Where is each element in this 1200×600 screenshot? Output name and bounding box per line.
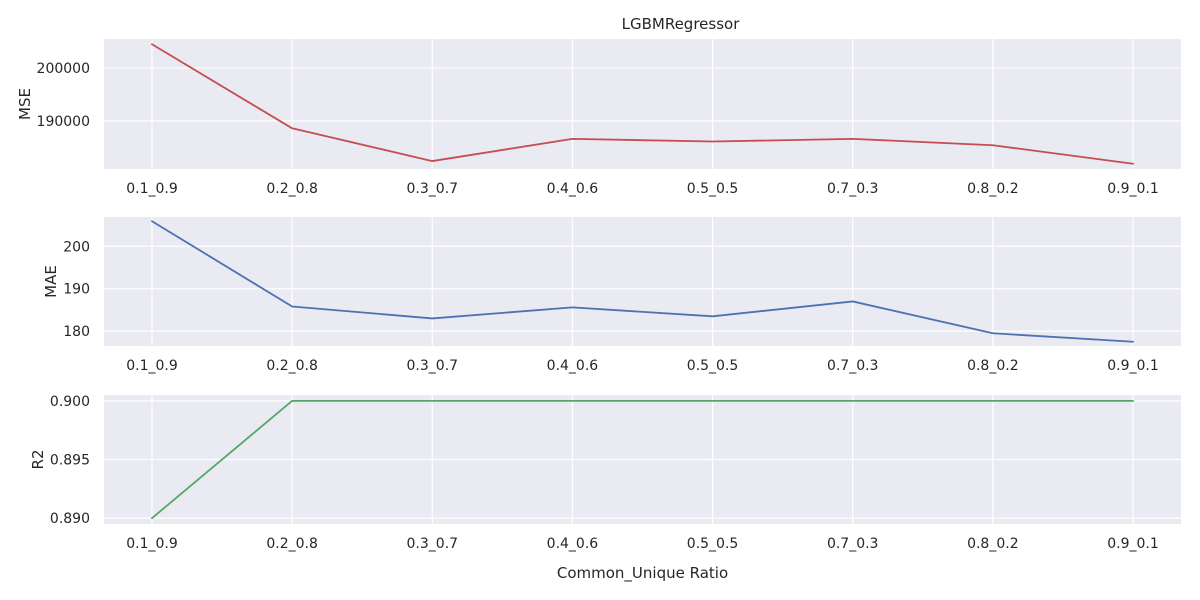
data-point	[711, 315, 714, 318]
x-tick-label: 0.3_0.7	[407, 536, 459, 552]
y-tick-label: 200000	[37, 61, 90, 77]
data-point	[431, 400, 434, 402]
y-axis-label: MSE	[16, 88, 34, 120]
data-point	[431, 317, 434, 320]
chart-title: LGBMRegressor	[622, 15, 741, 33]
y-tick-label: 180	[63, 324, 90, 340]
x-tick-label: 0.9_0.1	[1107, 536, 1159, 552]
x-tick-label: 0.1_0.9	[126, 181, 178, 197]
x-tick-label: 0.7_0.3	[827, 536, 879, 552]
x-tick-label: 0.4_0.6	[547, 181, 599, 197]
data-point	[151, 43, 153, 46]
x-tick-label: 0.9_0.1	[1107, 358, 1159, 374]
data-point	[571, 400, 574, 402]
data-point	[1132, 400, 1134, 402]
x-tick-label: 0.1_0.9	[126, 536, 178, 552]
x-tick-label: 0.7_0.3	[827, 181, 879, 197]
y-tick-label: 0.900	[50, 394, 90, 410]
x-tick-label: 0.2_0.8	[266, 536, 318, 552]
data-point	[151, 220, 153, 223]
x-axis-label: Common_Unique Ratio	[557, 564, 728, 583]
x-tick-label: 0.7_0.3	[827, 358, 879, 374]
y-axis-label: MAE	[42, 265, 60, 298]
x-tick-label: 0.8_0.2	[967, 358, 1019, 374]
x-tick-label: 0.8_0.2	[967, 536, 1019, 552]
subplot-2: 0.1_0.9 0.2_0.8 0.3_0.7 0.4_0.6 0.5_0.5 0.7_0…	[42, 217, 1181, 374]
plot-area	[104, 217, 1181, 346]
data-point	[992, 332, 994, 335]
x-tick-label: 0.5_0.5	[687, 358, 739, 374]
series-line	[151, 220, 1134, 343]
x-tick-label: 0.2_0.8	[266, 181, 318, 197]
series-line	[151, 399, 1134, 520]
data-point	[1132, 162, 1134, 165]
x-tick-label: 0.3_0.7	[407, 358, 459, 374]
x-tick-label: 0.9_0.1	[1107, 181, 1159, 197]
x-tick-label: 0.2_0.8	[266, 358, 318, 374]
y-tick-label: 0.890	[50, 511, 90, 527]
data-point	[431, 160, 434, 162]
y-tick-label: 190	[63, 282, 90, 298]
x-tick-label: 0.3_0.7	[407, 181, 459, 197]
data-point	[1132, 340, 1134, 343]
subplot-3: 0.1_0.9 0.2_0.8 0.3_0.7 0.4_0.6 0.5_0.5 0.7_0…	[29, 394, 1181, 583]
data-point	[571, 306, 574, 309]
x-tick-label: 0.1_0.9	[126, 358, 178, 374]
x-tick-label: 0.5_0.5	[687, 536, 739, 552]
series-line	[151, 43, 1134, 165]
y-tick-label: 0.895	[50, 453, 90, 469]
data-point	[291, 305, 293, 308]
x-tick-label: 0.5_0.5	[687, 181, 739, 197]
y-axis-label: R2	[29, 450, 47, 470]
x-tick-label: 0.4_0.6	[547, 358, 599, 374]
data-point	[992, 144, 994, 147]
x-tick-label: 0.4_0.6	[547, 536, 599, 552]
data-point	[291, 400, 293, 402]
y-tick-label: 190000	[37, 114, 90, 130]
data-point	[851, 400, 854, 402]
subplot-1: 0.1_0.9 0.2_0.8 0.3_0.7 0.4_0.6 0.5_0.5 0.7_0…	[16, 15, 1181, 197]
y-tick-label: 200	[63, 239, 90, 255]
data-point	[151, 517, 153, 519]
data-point	[711, 400, 714, 402]
data-point	[291, 127, 293, 130]
data-point	[992, 400, 994, 402]
data-point	[851, 138, 854, 140]
plot-area	[104, 39, 1181, 169]
x-tick-label: 0.8_0.2	[967, 181, 1019, 197]
data-point	[851, 300, 854, 303]
data-point	[711, 140, 714, 143]
data-point	[571, 138, 574, 140]
